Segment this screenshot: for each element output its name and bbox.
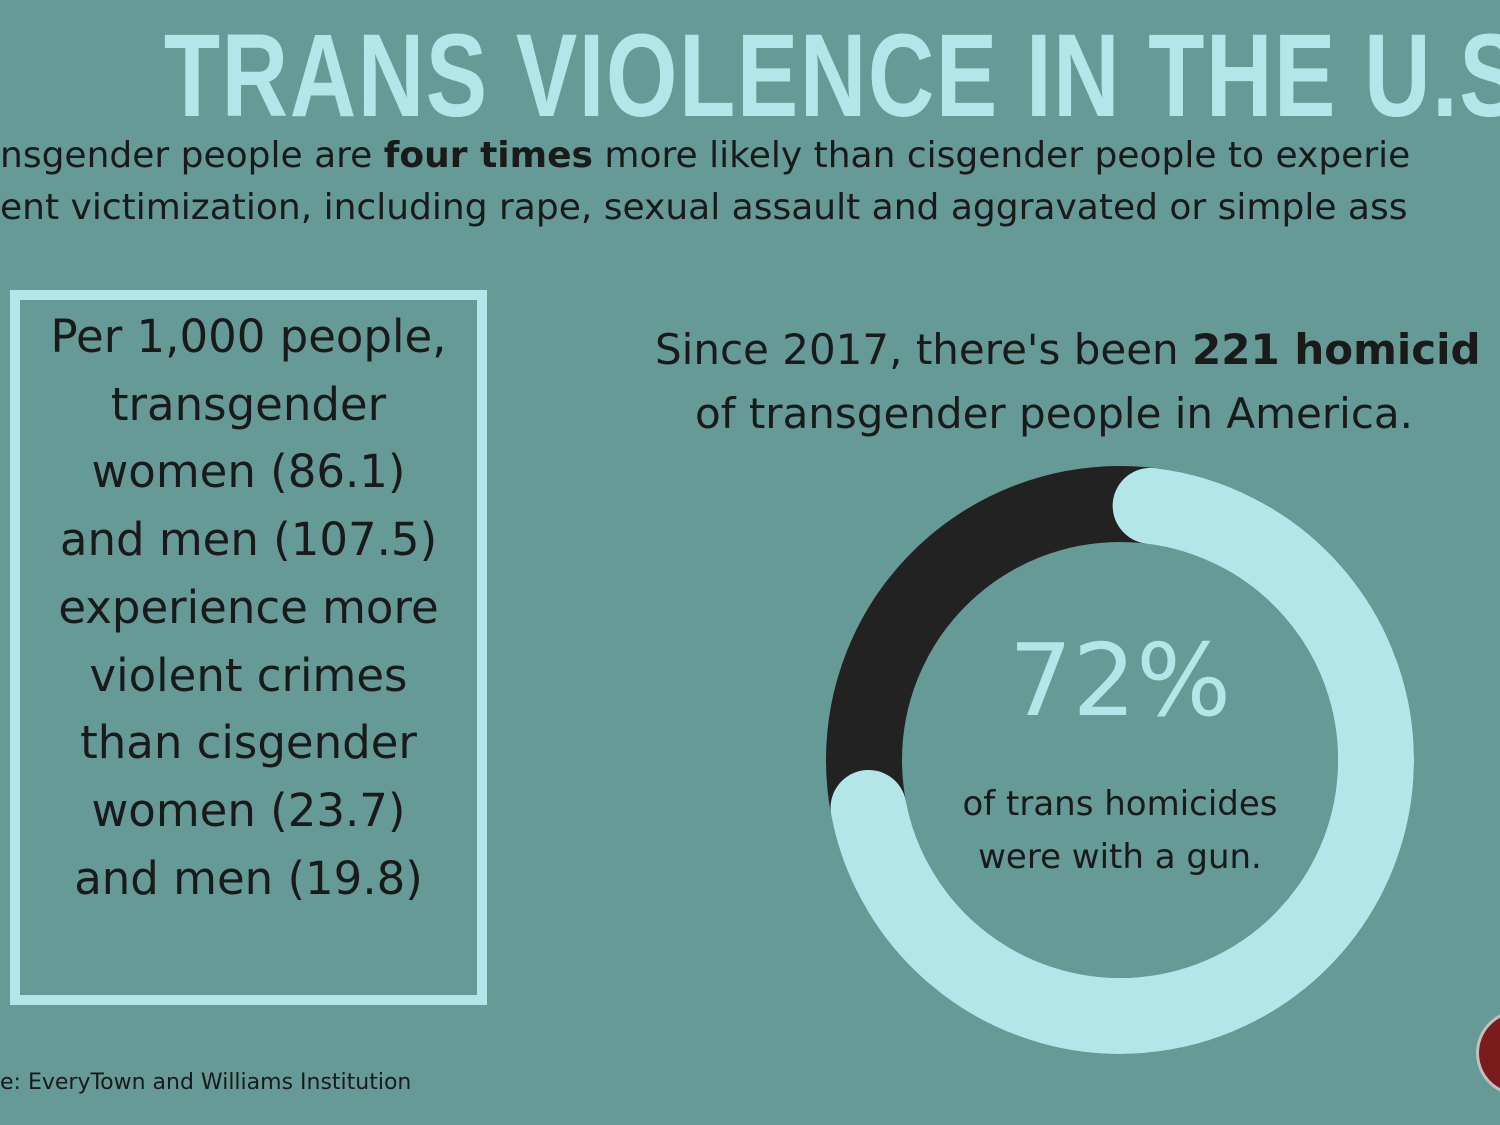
box-line: women (86.1)	[91, 445, 406, 499]
text: ent victimization, including rape, sexua…	[0, 187, 1408, 228]
intro-line: ent victimization, including rape, sexua…	[0, 182, 1410, 234]
emphasis: 221 homicid	[1192, 325, 1481, 374]
box-line: transgender	[110, 377, 387, 431]
box-line: violent crimes	[89, 648, 408, 702]
intro: nsgender people are four times more like…	[0, 130, 1410, 234]
source: e: EveryTown and Williams Institution	[0, 1070, 412, 1095]
box-line: Per 1,000 people,	[50, 310, 447, 363]
donut-caption: of trans homicides	[962, 784, 1277, 824]
donut-arc	[830, 467, 1414, 1054]
text-line: Since 2017, there's been 221 homicid	[655, 318, 1481, 382]
donut-caption: were with a gun.	[978, 837, 1262, 877]
text: more likely than cisgender people to exp…	[592, 135, 1411, 176]
text-line: of transgender people in America.	[655, 382, 1481, 446]
text: Since 2017, there's been	[655, 325, 1193, 374]
box-line: than cisgender	[80, 716, 417, 770]
homicide-text: Since 2017, there's been 221 homicid of …	[655, 318, 1481, 446]
title: TRANS VIOLENCE IN THE U.S.	[163, 10, 1500, 142]
box-line: women (23.7)	[91, 783, 406, 837]
emphasis: four times	[383, 135, 593, 176]
intro-line: nsgender people are four times more like…	[0, 130, 1410, 182]
box-line: experience more	[58, 580, 439, 634]
text: nsgender people are	[0, 135, 384, 176]
donut-value-label: 72%	[1009, 622, 1231, 739]
box-line: and men (107.5)	[59, 513, 438, 567]
box-line: and men (19.8)	[74, 851, 423, 905]
stat-box: Per 1,000 people, transgender women (86.1)…	[10, 290, 487, 1005]
text: of transgender people in America.	[695, 389, 1413, 438]
